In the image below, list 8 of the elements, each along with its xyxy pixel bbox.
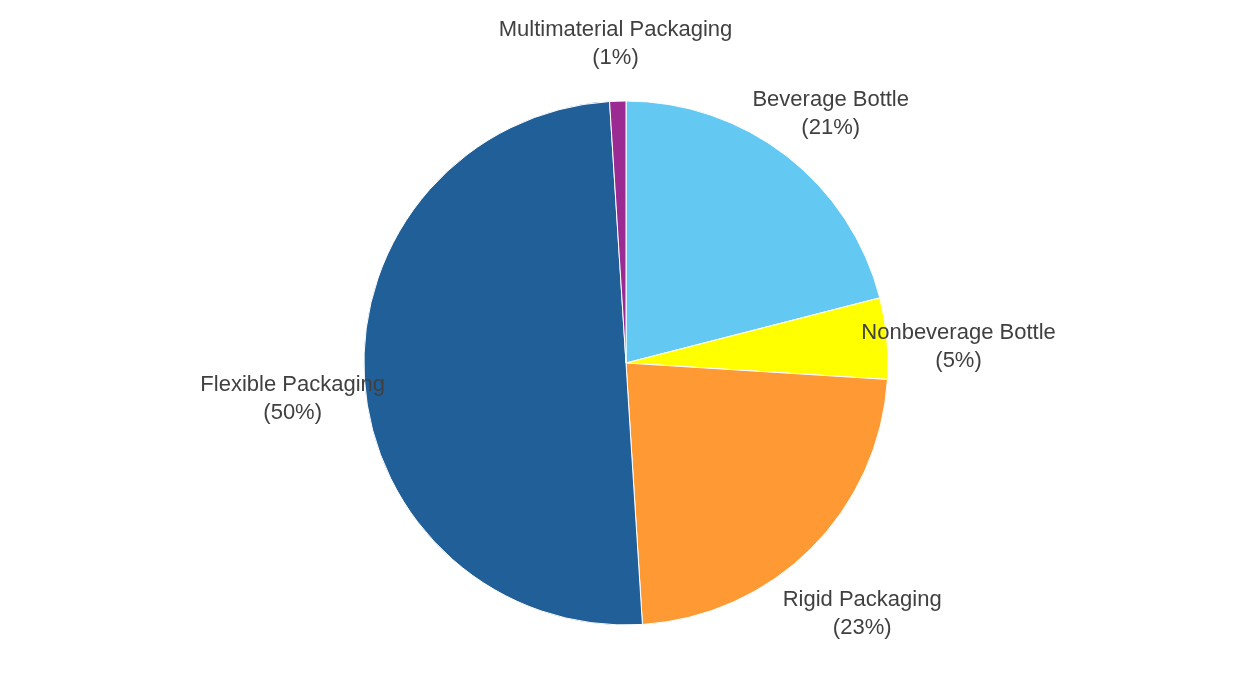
data-label: (1%) xyxy=(592,44,639,70)
data-label: (5%) xyxy=(935,346,982,372)
slice-label: Multimaterial Packaging xyxy=(498,16,733,42)
slice-label: Rigid Packaging xyxy=(782,586,942,612)
data-label: (23%) xyxy=(832,614,892,640)
data-label: (21%) xyxy=(801,114,861,140)
data-label: (50%) xyxy=(263,398,322,424)
slice-label: Beverage Bottle xyxy=(752,86,909,112)
